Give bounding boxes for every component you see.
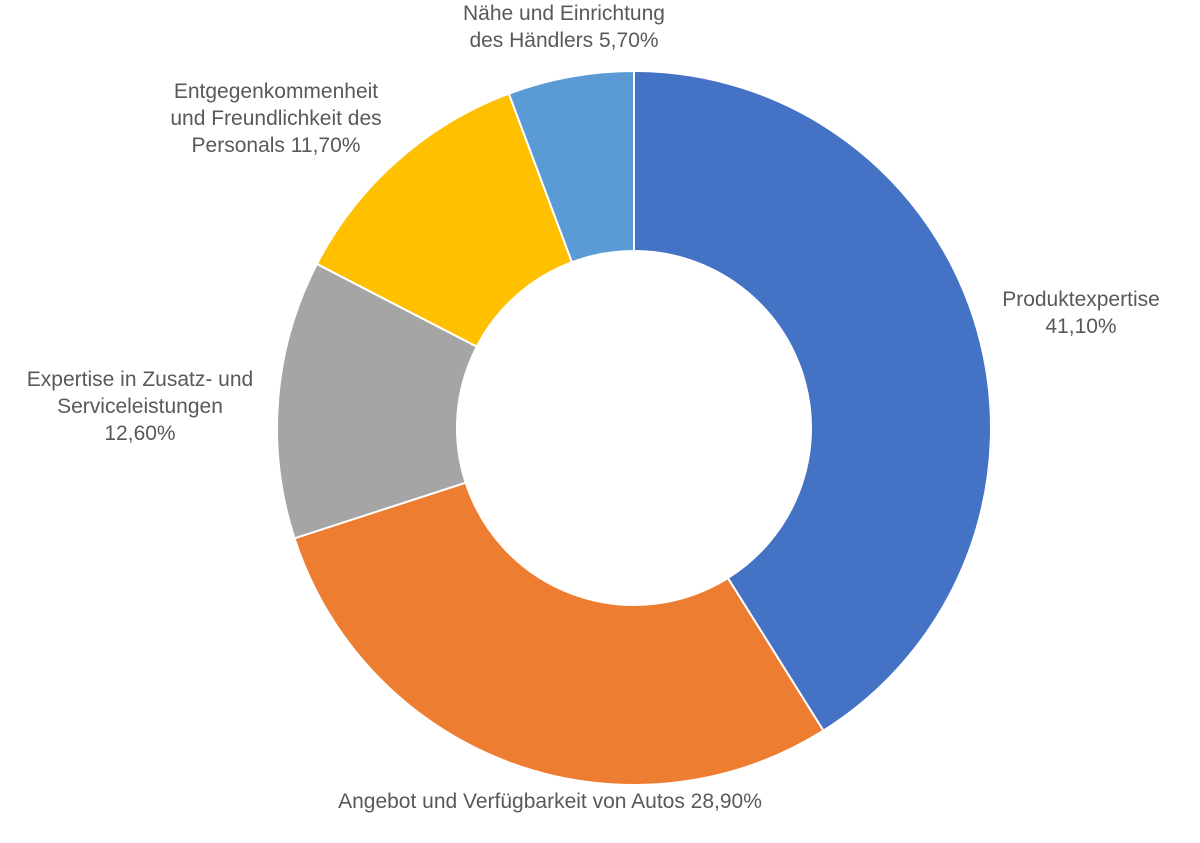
slice-angebot-und-verfuegbarkeit-von-autos xyxy=(293,481,825,786)
data-label-produktexpertise: Produktexpertise 41,10% xyxy=(1002,288,1160,338)
slice-produktexpertise xyxy=(633,69,992,733)
data-labels: Produktexpertise 41,10% Angebot und Verfüg… xyxy=(27,2,1160,813)
data-label-naehe-und-einrichtung-des-haendlers: Nähe und Einrichtung des Händlers 5,70% xyxy=(463,2,665,52)
slice-naehe-und-einrichtung-des-haendlers xyxy=(507,69,635,264)
slice-entgegenkommenheit-und-freundlichkeit-des-personals xyxy=(315,92,574,349)
donut-slices xyxy=(276,69,992,786)
data-label-entgegenkommenheit-und-freundlichkeit-des-personals: Entgegenkommenheit und Freundlichkeit des… xyxy=(170,80,381,157)
slice-expertise-in-zusatz-und-serviceleistungen xyxy=(276,262,479,540)
data-label-expertise-in-zusatz-und-serviceleistungen: Expertise in Zusatz- und Serviceleistunge… xyxy=(27,368,253,445)
data-label-angebot-und-verfuegbarkeit-von-autos: Angebot und Verfügbarkeit von Autos 28,9… xyxy=(338,790,762,813)
